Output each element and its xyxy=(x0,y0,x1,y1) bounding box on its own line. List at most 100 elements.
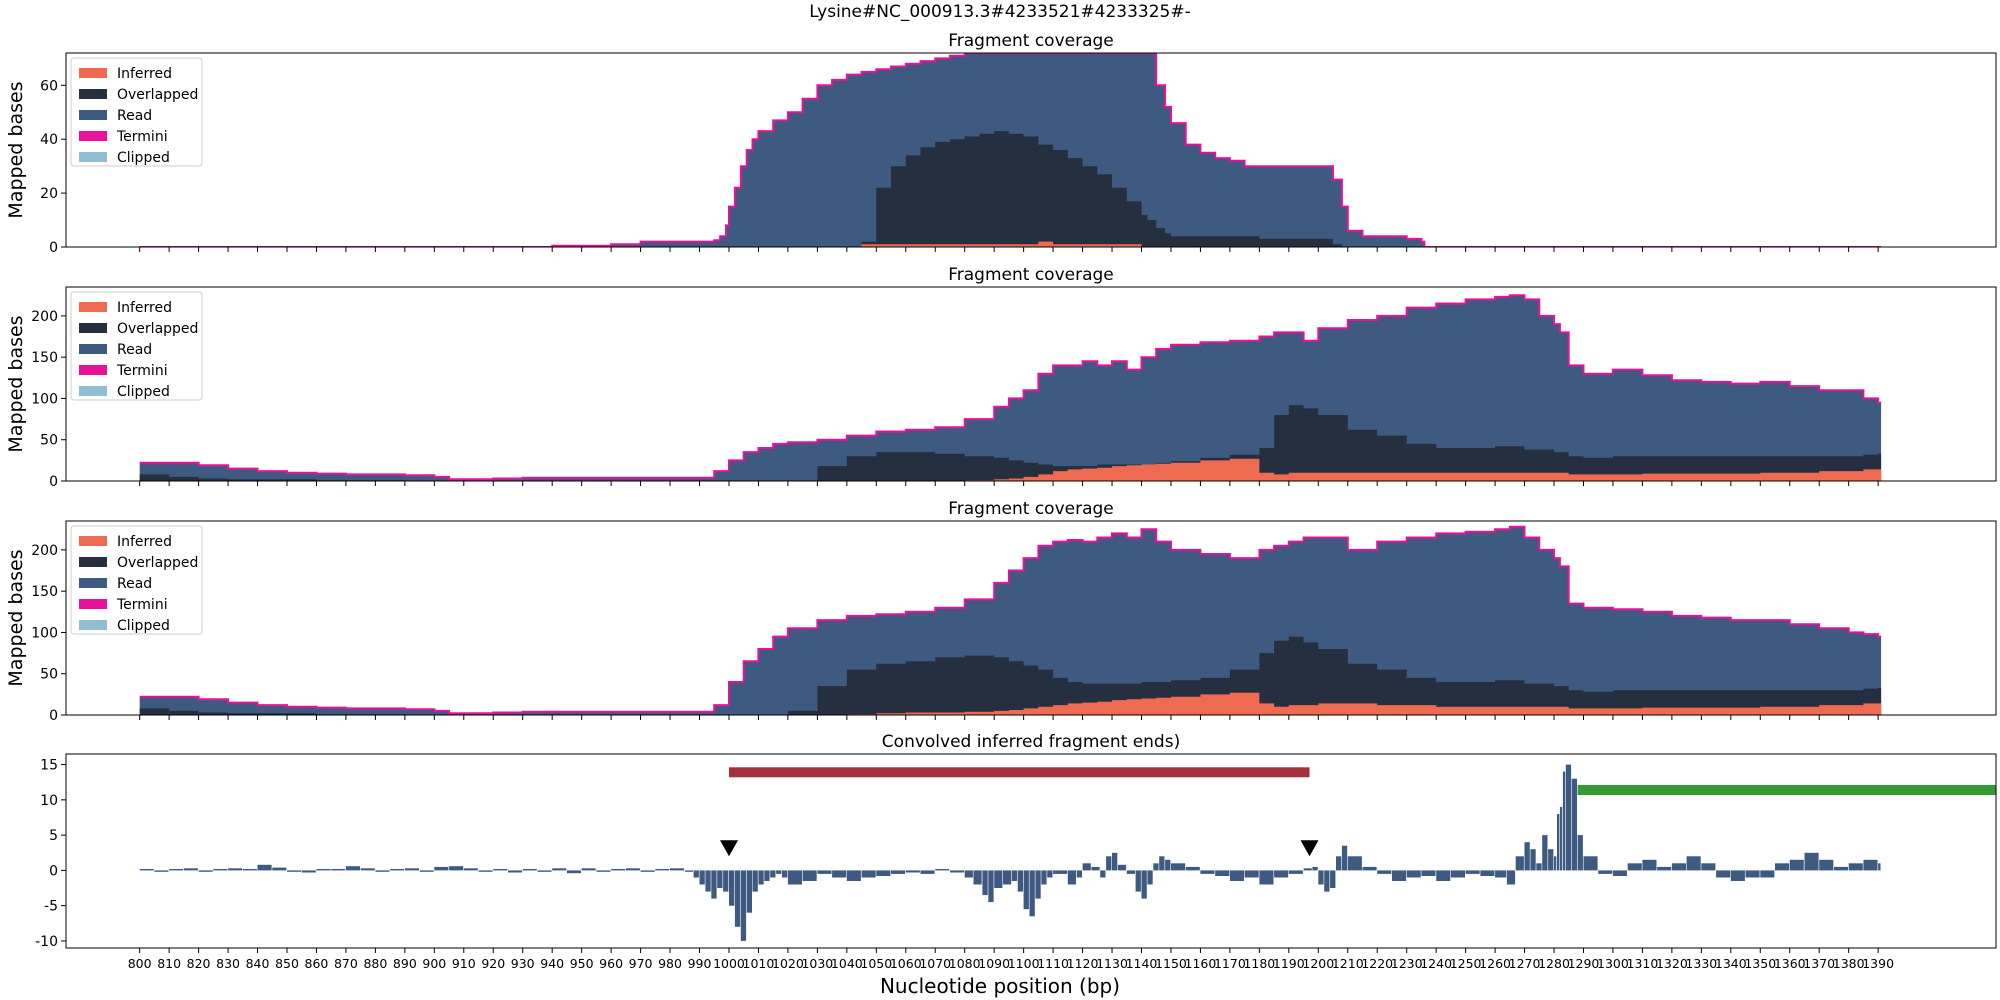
signal-bar xyxy=(242,869,257,871)
series-overlapped-area xyxy=(139,405,1882,481)
x-tick-label: 1080 xyxy=(949,956,981,971)
x-tick-label: 1350 xyxy=(1744,956,1776,971)
y-tick-label: 100 xyxy=(31,391,58,407)
y-axis-label: Mapped bases xyxy=(5,549,27,686)
panel-title: Fragment coverage xyxy=(948,499,1114,519)
signal-bar xyxy=(1035,870,1041,899)
panel-title: Convolved inferred fragment ends) xyxy=(882,732,1180,752)
signal-bar xyxy=(776,870,782,874)
signal-bar xyxy=(375,870,390,872)
signal-bar xyxy=(1003,870,1012,885)
plot-area xyxy=(139,294,1882,481)
signal-bar xyxy=(802,870,817,881)
y-tick-label: 15 xyxy=(40,758,58,774)
x-tick-label: 900 xyxy=(422,956,446,971)
signal-bar xyxy=(905,870,920,873)
legend-swatch-read xyxy=(79,110,107,120)
x-tick-label: 970 xyxy=(629,956,653,971)
signal-bar xyxy=(1480,870,1495,876)
x-tick-label: 1050 xyxy=(860,956,892,971)
x-tick-label: 860 xyxy=(305,956,329,971)
signal-bar xyxy=(994,870,1003,888)
signal-bar xyxy=(1583,856,1598,871)
legend-label-inferred: Inferred xyxy=(117,300,172,316)
signal-bar xyxy=(1745,870,1760,878)
signal-bar xyxy=(950,870,965,873)
x-tick-label: 1140 xyxy=(1126,956,1158,971)
signal-bar xyxy=(154,870,169,872)
series-termini-line xyxy=(139,525,1882,715)
signal-bar xyxy=(711,870,717,899)
signal-bar xyxy=(287,870,302,872)
signal-bar xyxy=(1515,856,1524,871)
y-tick-label: 20 xyxy=(40,186,58,202)
signal-bar xyxy=(1067,870,1076,885)
signal-bar xyxy=(1303,868,1312,871)
signal-bar xyxy=(1362,866,1377,871)
y-axis-label: Mapped bases xyxy=(5,81,27,218)
x-tick-label: 1300 xyxy=(1597,956,1629,971)
signal-bar xyxy=(1530,849,1536,871)
signal-bar xyxy=(1557,814,1560,871)
region-bar xyxy=(729,767,1310,778)
signal-bar xyxy=(1336,856,1342,871)
x-tick-label: 1200 xyxy=(1302,956,1334,971)
x-tick-label: 1220 xyxy=(1361,956,1393,971)
x-tick-label: 1210 xyxy=(1332,956,1364,971)
signal-bar xyxy=(1571,778,1577,871)
x-tick-label: 1020 xyxy=(772,956,804,971)
signal-bar xyxy=(1165,859,1171,871)
signal-bar xyxy=(1159,856,1165,871)
axes-frame xyxy=(65,52,1997,248)
signal-bar xyxy=(198,870,213,872)
legend-swatch-termini xyxy=(79,131,107,141)
panel-title: Fragment coverage xyxy=(948,265,1114,285)
signal-bar xyxy=(705,870,711,892)
signal-bar xyxy=(699,870,705,885)
x-tick-label: 1240 xyxy=(1420,956,1452,971)
signal-bar xyxy=(758,870,764,885)
signal-bar xyxy=(655,869,670,871)
x-tick-label: 920 xyxy=(481,956,505,971)
x-axis-label: Nucleotide position (bp) xyxy=(880,974,1120,998)
signal-bar xyxy=(787,870,802,885)
signal-bar xyxy=(257,864,272,871)
legend-label-read: Read xyxy=(117,576,152,592)
legend-label-clipped: Clipped xyxy=(117,384,170,400)
x-tick-label: 830 xyxy=(216,956,240,971)
x-tick-label: 1380 xyxy=(1833,956,1865,971)
signal-bar xyxy=(1627,863,1642,871)
signal-bar xyxy=(1347,856,1362,871)
y-tick-label: 0 xyxy=(49,863,58,879)
y-tick-label: 0 xyxy=(49,708,58,724)
signal-bar xyxy=(1377,870,1392,874)
signal-bar xyxy=(1126,870,1135,874)
x-tick-label: 1390 xyxy=(1862,956,1894,971)
signal-bar xyxy=(301,870,316,873)
signal-bar xyxy=(449,866,464,871)
y-tick-label: 200 xyxy=(31,543,58,559)
signal-bar xyxy=(717,870,723,888)
series-overlapped-area xyxy=(139,131,1882,247)
signal-bar xyxy=(1833,866,1848,871)
legend-label-termini: Termini xyxy=(116,363,168,379)
signal-bar xyxy=(920,870,935,874)
signal-bar xyxy=(734,870,741,927)
signal-bar xyxy=(1229,870,1244,881)
x-tick-label: 1070 xyxy=(919,956,951,971)
signal-bar xyxy=(1716,870,1731,878)
signal-bar xyxy=(782,870,788,878)
signal-bar xyxy=(935,869,950,871)
plot-area xyxy=(139,525,1882,715)
signal-bar xyxy=(1775,863,1790,871)
signal-bar xyxy=(1612,870,1627,876)
legend-swatch-inferred xyxy=(79,536,107,546)
signal-bar xyxy=(1274,870,1289,878)
signal-bar xyxy=(1598,870,1613,874)
x-tick-label: 1170 xyxy=(1214,956,1246,971)
signal-bar xyxy=(581,868,596,871)
signal-bar xyxy=(693,870,699,878)
x-tick-label: 1310 xyxy=(1627,956,1659,971)
signal-bar xyxy=(1565,764,1572,871)
